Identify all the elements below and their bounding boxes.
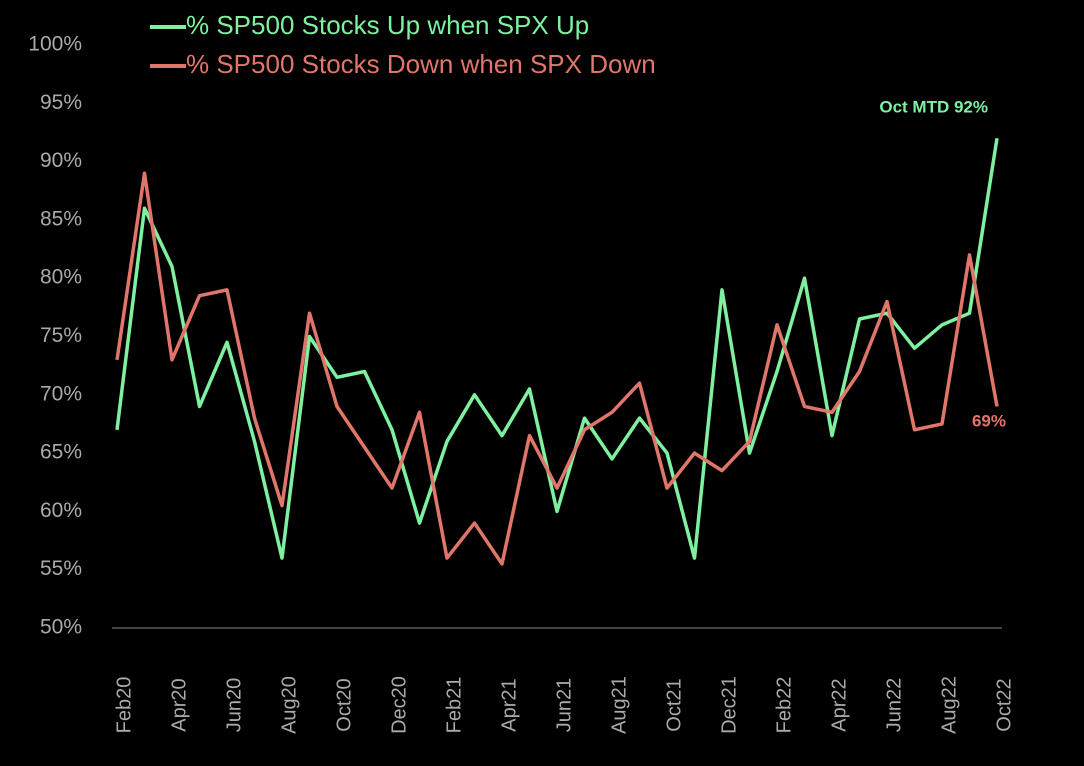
x-tick-label: Oct20 — [333, 678, 355, 731]
y-tick-label: 85% — [40, 207, 82, 230]
legend-label: % SP500 Stocks Up when SPX Up — [186, 10, 589, 40]
legend-label: % SP500 Stocks Down when SPX Down — [186, 49, 656, 79]
x-tick-label: Dec20 — [388, 676, 410, 734]
y-tick-label: 95% — [40, 91, 82, 114]
y-tick-label: 60% — [40, 499, 82, 522]
x-tick-label: Aug22 — [938, 676, 960, 734]
y-tick-label: 80% — [40, 266, 82, 289]
y-tick-label: 70% — [40, 382, 82, 405]
y-tick-label: 75% — [40, 324, 82, 347]
x-tick-label: Jun22 — [883, 678, 905, 733]
x-tick-label: Apr22 — [828, 678, 850, 731]
y-tick-label: 55% — [40, 557, 82, 580]
y-tick-label: 100% — [28, 33, 82, 56]
x-tick-label: Feb22 — [773, 677, 795, 734]
x-tick-label: Apr20 — [168, 678, 190, 731]
x-tick-label: Aug21 — [608, 676, 630, 734]
x-tick-label: Feb21 — [443, 677, 465, 734]
series-line — [115, 138, 999, 560]
y-tick-label: 50% — [40, 616, 82, 639]
series-line — [115, 171, 999, 566]
x-tick-label: Oct21 — [663, 678, 685, 731]
annotation: 69% — [972, 411, 1006, 430]
annotation: Oct MTD 92% — [879, 97, 988, 116]
x-tick-label: Oct22 — [993, 678, 1015, 731]
x-tick-label: Jun21 — [553, 678, 575, 733]
x-tick-label: Jun20 — [223, 678, 245, 733]
x-tick-label: Dec21 — [718, 676, 740, 734]
y-tick-label: 90% — [40, 149, 82, 172]
x-tick-label: Aug20 — [278, 676, 300, 734]
y-tick-label: 65% — [40, 441, 82, 464]
x-tick-label: Apr21 — [498, 678, 520, 731]
x-tick-label: Feb20 — [113, 677, 135, 734]
